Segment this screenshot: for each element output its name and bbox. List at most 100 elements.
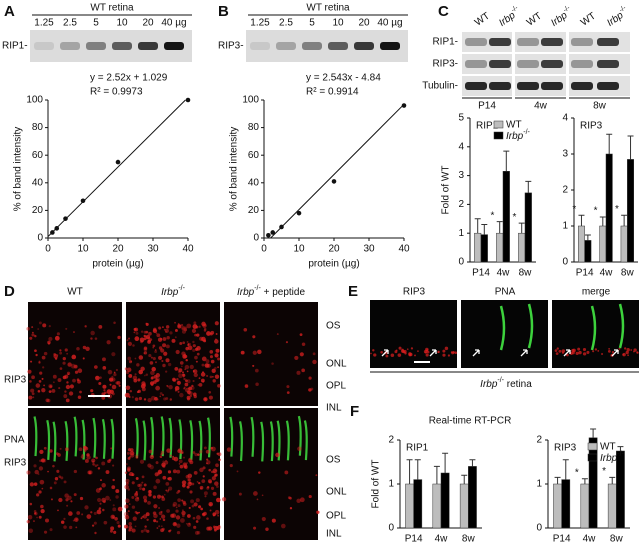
rip3-stain <box>139 459 145 464</box>
rip3-stain <box>124 504 129 509</box>
rip3-stain <box>45 398 50 403</box>
rip3-stain <box>115 368 119 372</box>
bar <box>518 232 526 263</box>
rip3-stain <box>165 370 168 373</box>
significance-star: * <box>594 206 598 217</box>
rip3-stain <box>53 481 57 485</box>
rip3-stain <box>215 497 221 503</box>
column-label: merge <box>582 287 611 298</box>
rip3-stain <box>79 390 82 394</box>
rip3-stain <box>187 478 191 482</box>
rip3-stain <box>176 380 181 385</box>
rip3-stain <box>571 348 575 353</box>
rip3-stain <box>217 514 220 517</box>
error-bar <box>621 214 628 226</box>
rip3-stain <box>32 396 35 399</box>
rip3-stain <box>132 344 135 347</box>
blot-band <box>597 60 619 68</box>
rip3-stain <box>93 511 97 515</box>
rip3-stain <box>176 523 181 528</box>
y-tick-label: 60 <box>248 150 260 161</box>
rip3-stain <box>618 347 621 350</box>
blot-row-label: RIP1- <box>2 41 28 52</box>
rip3-stain <box>161 360 164 363</box>
fit-line <box>270 103 405 239</box>
rip3-stain <box>63 525 67 529</box>
rip3-stain <box>105 470 110 474</box>
blot <box>515 76 566 96</box>
rip3-stain <box>201 363 205 367</box>
rip3-stain <box>592 350 595 353</box>
rip3-stain <box>212 514 215 517</box>
x-tick-label: 10 <box>77 244 89 255</box>
chart-title: RIP3 <box>580 121 603 132</box>
blot-band <box>164 42 184 50</box>
rip3-stain <box>191 482 195 486</box>
rip3-stain <box>168 385 173 390</box>
rip3-stain <box>133 327 137 331</box>
rip3-stain <box>136 363 140 367</box>
blot-band <box>597 82 619 90</box>
rip3-stain <box>131 396 134 399</box>
rip3-stain <box>214 469 217 472</box>
rip3-stain <box>67 495 72 500</box>
rip3-stain <box>111 377 116 382</box>
x-tick-label: 8w <box>621 268 635 279</box>
rip3-stain <box>178 373 183 379</box>
rip3-stain <box>31 375 35 380</box>
x-tick-label: P14 <box>472 268 490 279</box>
y-tick-label: 3 <box>458 170 464 181</box>
rip3-stain <box>162 326 164 329</box>
rip3-stain <box>131 496 135 499</box>
blot-group-label: 8w <box>593 101 607 112</box>
x-tick-label: 40 <box>398 244 410 255</box>
error-bar <box>554 476 561 484</box>
y-tick-label: 0 <box>536 523 542 534</box>
rip3-stain <box>38 361 41 364</box>
rip3-stain <box>165 330 167 333</box>
error-bar <box>525 180 532 193</box>
rip3-stain <box>131 505 136 509</box>
blot-column-label: WT <box>473 11 492 29</box>
rip3-stain <box>201 356 207 362</box>
rip3-stain <box>197 384 200 386</box>
blot-band <box>276 42 296 50</box>
data-point <box>279 224 284 230</box>
rip3-stain <box>213 528 217 532</box>
rip3-stain <box>217 384 221 388</box>
rip3-stain <box>127 456 131 460</box>
rip3-stain <box>217 366 219 369</box>
rip3-stain <box>102 508 105 512</box>
rip3-stain <box>103 391 107 395</box>
rip3-stain <box>202 371 204 374</box>
rip3-stain <box>128 528 131 532</box>
rip3-stain <box>98 507 102 510</box>
rip3-stain <box>148 449 153 454</box>
rip3-stain <box>136 496 140 500</box>
rip3-stain <box>147 501 151 505</box>
rip3-stain <box>65 384 71 390</box>
rip3-stain <box>128 525 133 530</box>
rip3-stain <box>38 360 41 363</box>
rip3-stain <box>81 513 84 516</box>
rip3-stain <box>202 466 206 470</box>
rip3-stain <box>68 511 73 516</box>
rip3-stain <box>155 478 161 484</box>
rip3-stain <box>161 393 165 397</box>
rip3-stain <box>206 462 208 465</box>
rip3-stain <box>26 326 30 331</box>
rip3-stain <box>221 497 227 502</box>
rip3-stain <box>203 329 207 332</box>
rip3-stain <box>189 364 194 370</box>
rip3-stain <box>215 333 218 335</box>
rip3-stain <box>175 509 179 513</box>
rip3-stain <box>289 507 293 510</box>
label-superscript: -/- <box>523 129 530 136</box>
rip3-stain <box>566 353 569 357</box>
rip3-stain <box>607 350 611 353</box>
rip3-stain <box>107 459 111 464</box>
y-tick-label: 80 <box>248 122 260 133</box>
rip3-stain <box>167 470 172 474</box>
rip3-stain <box>103 520 108 525</box>
rip3-stain <box>261 494 264 497</box>
